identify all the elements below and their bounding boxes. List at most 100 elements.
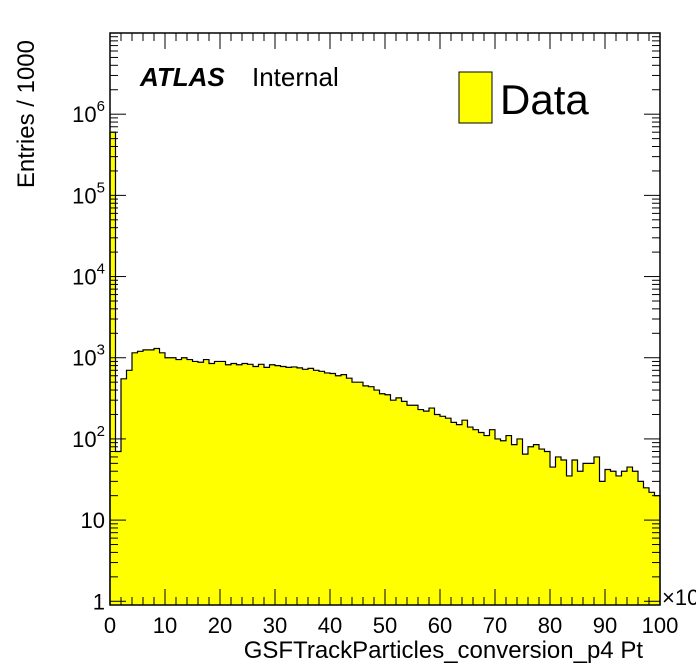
x-tick-label: 30 — [263, 613, 287, 638]
histogram-bar — [330, 373, 336, 605]
y-tick-label: 1 — [93, 589, 105, 614]
histogram-bar — [143, 349, 149, 605]
x-tick-label: 50 — [373, 613, 397, 638]
histogram-bar — [363, 385, 369, 605]
y-axis-title: Entries / 1000 — [13, 40, 40, 188]
histogram-bar — [214, 361, 221, 605]
histogram-bar — [599, 481, 606, 605]
histogram-bar — [467, 427, 474, 605]
y-tick-label: 102 — [72, 423, 105, 452]
histogram-bar — [187, 359, 193, 605]
histogram-bar — [473, 429, 479, 605]
histogram-bar — [280, 366, 287, 605]
histogram-bar — [561, 459, 567, 605]
histogram-bar — [132, 352, 138, 605]
y-tick-label: 10 — [81, 508, 105, 533]
histogram-bar — [126, 370, 133, 605]
histogram-bar — [242, 363, 248, 605]
histogram-bar — [176, 359, 182, 605]
histogram-bar — [621, 471, 628, 605]
histogram-bar — [275, 365, 281, 605]
histogram-bar — [539, 449, 545, 605]
histogram-bar — [627, 467, 633, 605]
histogram-bar — [335, 375, 342, 605]
histogram-bar — [649, 492, 655, 605]
histogram-bar — [313, 370, 320, 605]
atlas-label: ATLAS — [139, 62, 225, 92]
histogram-bar — [209, 363, 215, 605]
y-tick-label: 106 — [72, 98, 105, 127]
histogram-bar — [572, 459, 578, 605]
histogram-bar — [192, 361, 199, 605]
x-tick-label: 90 — [593, 613, 617, 638]
histogram-bar — [462, 420, 468, 605]
histogram-bar — [610, 471, 617, 605]
histogram-bar — [302, 369, 309, 605]
histogram-bar — [253, 366, 259, 605]
histogram-bar — [170, 357, 177, 605]
histogram-bar — [616, 475, 622, 605]
x-tick-label: 60 — [428, 613, 452, 638]
histogram-bar — [236, 364, 243, 605]
histogram-bar — [291, 366, 298, 605]
histogram-bar — [319, 371, 325, 605]
x-axis-title: GSFTrackParticles_conversion_p4 Pt — [244, 637, 644, 664]
histogram-bar — [412, 405, 419, 605]
histogram-bar — [357, 382, 364, 605]
histogram-bar — [517, 438, 523, 605]
histogram-bar — [231, 363, 237, 605]
histogram-bar — [566, 475, 573, 605]
histogram-bar — [115, 451, 122, 605]
x-tick-label: 40 — [318, 613, 342, 638]
histogram-bar — [264, 367, 270, 605]
histogram-bar — [297, 367, 303, 605]
histogram-bar — [605, 469, 611, 605]
histogram-bar — [632, 471, 639, 605]
histogram-bar — [638, 481, 644, 605]
histogram-bar — [286, 367, 292, 605]
x-tick-label: 20 — [208, 613, 232, 638]
histogram-bar — [588, 463, 595, 605]
internal-label: Internal — [252, 62, 339, 92]
histogram-bar — [440, 416, 446, 605]
histogram-bar — [247, 364, 254, 605]
histogram-bar — [456, 424, 463, 605]
y-tick-label: 103 — [72, 342, 105, 371]
histogram-bar — [352, 382, 358, 605]
histogram-bar — [533, 444, 540, 605]
histogram-bar — [577, 471, 584, 605]
histogram-bar — [225, 364, 232, 605]
histogram-bar — [390, 400, 397, 605]
legend-entry-data: Data — [500, 76, 589, 123]
histogram-bars — [110, 132, 661, 605]
histogram-bar — [159, 352, 166, 605]
histogram-bar — [181, 357, 188, 605]
histogram-bar — [385, 394, 391, 605]
histogram-bar — [643, 487, 650, 605]
histogram-bar — [506, 435, 512, 605]
histogram-bar — [379, 393, 386, 605]
histogram-bar — [451, 422, 457, 605]
histogram-bar — [594, 456, 600, 605]
plot-frame — [109, 32, 661, 606]
x-tick-label: 80 — [538, 613, 562, 638]
histogram-bar — [489, 429, 496, 605]
histogram-outline — [109, 131, 661, 605]
histogram-bar — [203, 359, 210, 605]
x-tick-label: 0 — [104, 613, 116, 638]
histogram-bar — [346, 378, 353, 605]
histogram-bar — [445, 418, 452, 605]
histogram-bar — [121, 378, 127, 605]
histogram-bar — [401, 401, 408, 605]
histogram-bar — [198, 362, 204, 605]
histogram-bar — [528, 446, 534, 605]
histogram-bar — [418, 409, 424, 605]
histogram-bar — [374, 390, 380, 605]
x-tick-label: 100 — [642, 613, 679, 638]
x-tick-label: 70 — [483, 613, 507, 638]
histogram-bar — [324, 372, 331, 605]
x-tick-labels: 0 10 20 30 40 50 60 70 80 90 100 — [104, 613, 678, 638]
histogram-bar — [396, 397, 402, 605]
histogram-bar — [368, 386, 375, 605]
